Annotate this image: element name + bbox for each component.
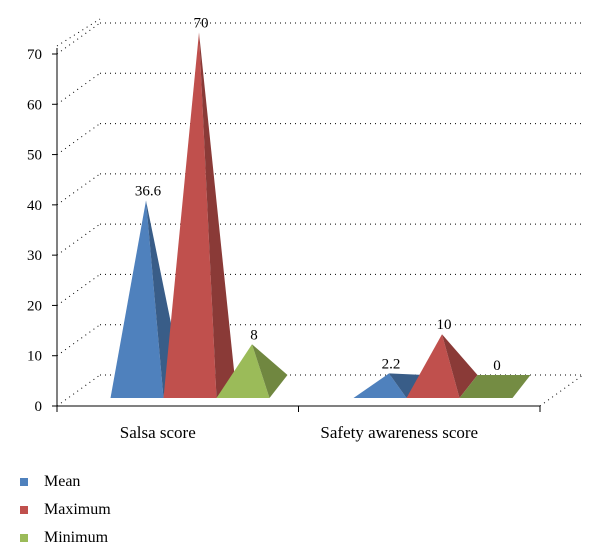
pyramid-minimum-0 (216, 344, 288, 398)
x-category-label: Safety awareness score (320, 423, 478, 442)
y-tick-label: 30 (27, 248, 42, 264)
gridline-side (56, 274, 101, 306)
legend-swatch (20, 506, 28, 514)
legend-label: Minimum (44, 529, 109, 546)
floor-left-edge (56, 374, 101, 407)
legend: Mean Maximum Minimum (20, 468, 111, 552)
pyramid-flat-base (459, 375, 531, 398)
y-tick-label: 20 (27, 298, 42, 314)
y-axis-ticks: 0 10 20 30 40 50 60 70 (27, 47, 57, 415)
legend-item: Maximum (20, 496, 111, 524)
pyramid-front-face (406, 334, 460, 398)
y-tick-label: 10 (27, 349, 42, 365)
gridline-side (56, 123, 101, 155)
pyramid-side-face (389, 373, 425, 398)
y-tick-label: 40 (27, 198, 42, 214)
data-label: 0 (493, 358, 501, 374)
pyramid-front-face (216, 344, 270, 398)
legend-swatch (20, 478, 28, 486)
pyramid-front-face (110, 200, 164, 398)
y-tick-label: 60 (27, 97, 42, 113)
gridline-side (56, 22, 101, 55)
data-label: 10 (437, 317, 452, 333)
legend-label: Maximum (44, 501, 111, 518)
x-category-label: Salsa score (120, 423, 196, 442)
data-marks: 36.6 70 8 2.2 10 0 (110, 16, 531, 398)
y-tick-label: 70 (27, 47, 42, 63)
pyramid-maximum-1 (406, 334, 478, 398)
pyramid-maximum-0 (163, 32, 235, 398)
y-tick-label: 50 (27, 148, 42, 164)
pyramid-minimum-1 (459, 375, 531, 398)
pyramid-side-face (199, 32, 235, 398)
gridline-side (56, 173, 101, 206)
data-label: 70 (194, 16, 209, 32)
x-axis-categories: Salsa score Safety awareness score (120, 423, 478, 442)
floor-right-edge (539, 374, 584, 407)
data-label: 8 (250, 327, 258, 343)
chart-area: 0 10 20 30 40 50 60 70 36.6 70 8 2.2 10 0 Salsa scor… (27, 16, 584, 442)
pyramid-side-face (442, 334, 478, 398)
pyramid-side-face (252, 344, 288, 398)
axes (56, 48, 541, 412)
legend-swatch (20, 534, 28, 542)
y-tick-label: 0 (35, 399, 43, 415)
pyramid-front-face (353, 373, 407, 398)
legend-label: Mean (44, 473, 81, 490)
gridline-side (56, 223, 101, 256)
gridline-side (56, 324, 101, 357)
pyramid-front-face (163, 32, 217, 398)
data-label: 36.6 (135, 183, 162, 199)
gridline-side (56, 72, 101, 105)
pyramid-mean-1 (353, 373, 425, 398)
data-label: 2.2 (382, 356, 401, 372)
gridline-side-top (56, 18, 101, 47)
legend-item: Mean (20, 468, 111, 496)
legend-item: Minimum (20, 524, 111, 552)
